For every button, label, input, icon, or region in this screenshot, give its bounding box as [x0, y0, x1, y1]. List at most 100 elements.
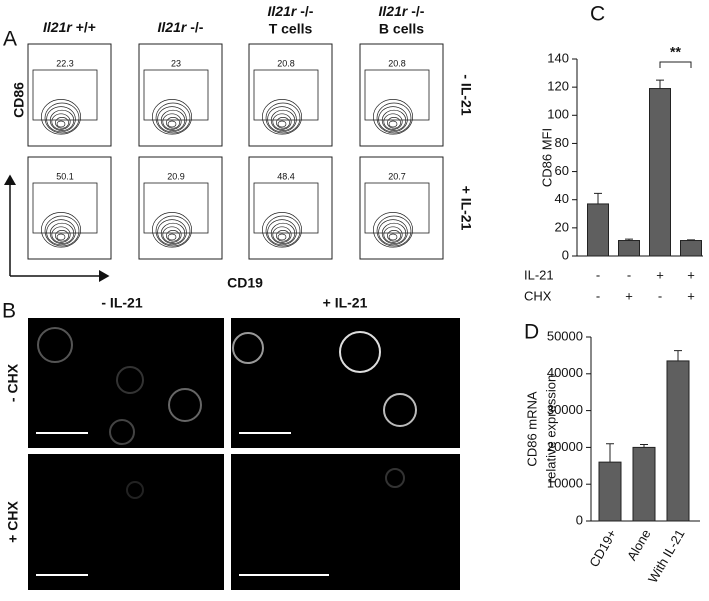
contour: [55, 230, 69, 242]
y-tick-label: 20000: [547, 439, 583, 454]
condition-value: -: [627, 267, 631, 282]
contour: [373, 99, 413, 135]
gate: [364, 69, 430, 121]
column-header: Il21r -/-: [268, 3, 314, 19]
gene: Il21r: [158, 19, 188, 35]
contour: [46, 106, 76, 133]
contour: [56, 120, 66, 128]
contour: [270, 222, 296, 244]
contour: [383, 226, 403, 243]
contour: [387, 117, 401, 129]
contour: [160, 222, 186, 244]
bar: [587, 203, 609, 257]
bar: [649, 88, 671, 257]
y-tick-label: 10000: [547, 476, 583, 491]
gene: Il21r: [43, 19, 73, 35]
condition-name: CHX: [524, 288, 552, 303]
y-tick-label: 50000: [547, 328, 583, 343]
column-header: Il21r -/-: [379, 3, 425, 19]
contour: [388, 233, 398, 241]
panel-label: D: [524, 321, 539, 344]
error-bar: [687, 239, 695, 241]
contour: [167, 120, 177, 128]
bar: [680, 240, 702, 257]
column-header: Il21r +/+: [43, 19, 96, 35]
cell: [385, 468, 405, 488]
contour: [152, 212, 192, 248]
gate: [143, 182, 209, 234]
contour: [155, 215, 191, 247]
error-bar: [625, 238, 633, 241]
gate-percent: 23: [171, 58, 181, 68]
condition-value: -: [658, 288, 662, 303]
y-tick-label: 0: [576, 512, 583, 527]
column-header-cells: T cells: [269, 21, 313, 37]
contour: [272, 113, 292, 130]
condition-value: +: [687, 288, 695, 303]
gate-percent: 20.8: [277, 58, 295, 68]
contour: [46, 219, 76, 246]
significance: **: [670, 44, 681, 60]
error-bar: [674, 350, 682, 361]
contour: [41, 99, 81, 135]
cell: [168, 388, 202, 422]
x-axis-label: CD19: [227, 275, 263, 291]
cell: [37, 327, 73, 363]
cell: [232, 332, 264, 364]
column-header: - IL-21: [101, 295, 142, 311]
micrograph: [231, 454, 460, 590]
contour: [373, 212, 413, 248]
y-tick-label: 0: [562, 247, 569, 262]
gate-percent: 20.8: [388, 58, 406, 68]
contour: [51, 113, 71, 130]
cell: [383, 393, 417, 427]
row-label: - IL-21: [458, 74, 474, 115]
contour: [265, 102, 301, 134]
error-bar: [606, 443, 614, 463]
contour: [276, 117, 290, 129]
cell: [126, 481, 144, 499]
gate-percent: 22.3: [56, 58, 74, 68]
y-tick-label: 100: [547, 107, 569, 122]
plot-frame: [27, 43, 112, 147]
contour: [49, 222, 75, 244]
contour: [152, 99, 192, 135]
contour: [167, 233, 177, 241]
gate-percent: 48.4: [277, 171, 295, 181]
contour: [56, 233, 66, 241]
gate: [364, 182, 430, 234]
cell: [116, 366, 144, 394]
contour: [277, 120, 287, 128]
contour: [44, 215, 80, 247]
column-header-cells: B cells: [379, 21, 424, 37]
y-tick-label: 80: [555, 135, 569, 150]
row-label: + IL-21: [458, 186, 474, 231]
contour: [270, 109, 296, 131]
contour: [381, 222, 407, 244]
gate-percent: 20.9: [167, 171, 185, 181]
error-bar: [656, 79, 664, 89]
gate: [253, 182, 319, 234]
contour: [157, 106, 187, 133]
plot-frame: [27, 156, 112, 260]
genotype: -/-: [411, 3, 425, 19]
condition-value: +: [687, 267, 695, 282]
condition-value: +: [656, 267, 664, 282]
contour: [388, 120, 398, 128]
plot-frame: [138, 156, 223, 260]
gate: [253, 69, 319, 121]
contour: [162, 113, 182, 130]
contour: [376, 102, 412, 134]
contour: [166, 230, 180, 242]
gate: [143, 69, 209, 121]
plot-frame: [138, 43, 223, 147]
panel-label: C: [590, 3, 605, 26]
gate: [32, 182, 98, 234]
plot-frame: [248, 156, 333, 260]
micrograph: [28, 318, 224, 448]
contour: [376, 215, 412, 247]
error-bar: [594, 192, 602, 204]
significance-bracket: [659, 61, 692, 68]
condition-value: -: [596, 267, 600, 282]
